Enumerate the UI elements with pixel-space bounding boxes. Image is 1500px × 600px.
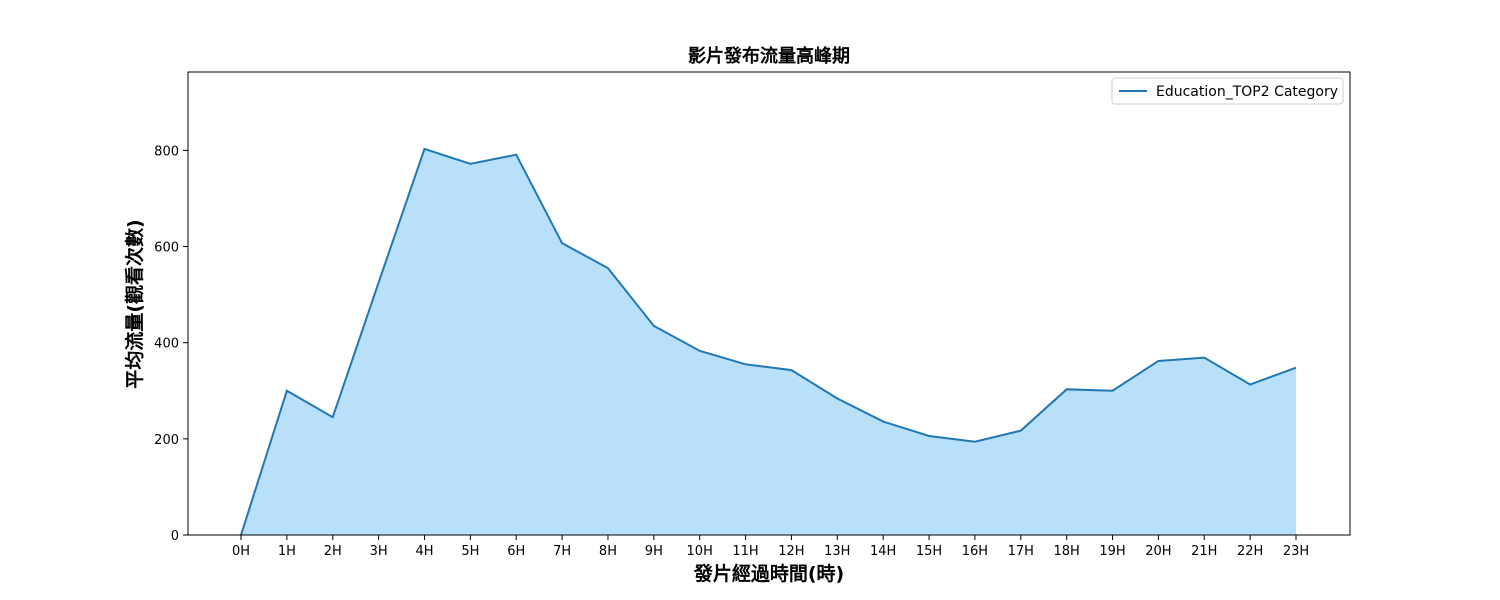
x-tick-label: 6H — [507, 544, 525, 559]
x-tick-label: 5H — [461, 544, 479, 559]
data-point — [515, 154, 517, 156]
x-tick-label: 4H — [415, 544, 433, 559]
x-tick-label: 21H — [1191, 544, 1217, 559]
y-tick-label: 600 — [154, 241, 179, 256]
data-point — [423, 148, 425, 150]
legend-box — [1111, 77, 1344, 105]
y-tick-label: 400 — [154, 337, 179, 352]
data-point — [378, 282, 380, 284]
data-point — [882, 421, 884, 423]
data-point — [607, 267, 609, 269]
area-fill — [241, 148, 1297, 535]
data-point — [286, 390, 288, 392]
x-tick-label: 8H — [599, 544, 617, 559]
data-point — [653, 325, 655, 327]
y-tick-label: 800 — [154, 144, 179, 159]
x-tick-label: 7H — [553, 544, 571, 559]
x-tick-label: 15H — [916, 544, 942, 559]
data-point — [699, 350, 701, 352]
series-line — [240, 147, 1297, 536]
x-tick-label: 20H — [1145, 544, 1171, 559]
x-tick-label: 9H — [645, 544, 663, 559]
x-tick-label: 13H — [824, 544, 850, 559]
data-point — [1295, 367, 1297, 369]
x-tick-label: 19H — [1099, 544, 1125, 559]
legend-series-label: Education_TOP2 Category — [1156, 84, 1338, 100]
x-tick-label: 22H — [1237, 544, 1263, 559]
data-point — [1020, 430, 1022, 432]
data-point — [836, 397, 838, 399]
x-tick-label: 14H — [870, 544, 896, 559]
data-point — [1249, 384, 1251, 386]
x-tick-label: 16H — [962, 544, 988, 559]
chart-title: 影片發布流量高峰期 — [688, 45, 850, 67]
x-tick-label: 2H — [324, 544, 342, 559]
y-tick-label: 200 — [154, 433, 179, 448]
data-point — [1203, 357, 1205, 359]
data-point — [745, 363, 747, 365]
x-tick-label: 10H — [687, 544, 713, 559]
data-point — [1112, 390, 1114, 392]
data-point — [790, 369, 792, 371]
legend: Education_TOP2 Category — [1111, 77, 1344, 105]
x-tick-label: 0H — [232, 544, 250, 559]
x-tick-label: 23H — [1283, 544, 1309, 559]
data-point — [1066, 388, 1068, 390]
data-point — [332, 416, 334, 418]
x-tick-label: 11H — [732, 544, 758, 559]
x-tick-label: 12H — [778, 544, 804, 559]
y-tick-label: 0 — [171, 529, 179, 544]
x-tick-label: 3H — [370, 544, 388, 559]
y-axis-label: 平均流量(觀看次數) — [123, 219, 146, 388]
data-point — [928, 435, 930, 437]
x-tick-label: 1H — [278, 544, 296, 559]
data-point — [974, 441, 976, 443]
plot-frame — [187, 71, 1351, 536]
data-point — [561, 242, 563, 244]
x-tick-label: 17H — [1008, 544, 1034, 559]
data-point — [469, 163, 471, 165]
x-axis-label: 發片經過時間(時) — [693, 562, 844, 585]
x-tick-label: 18H — [1053, 544, 1079, 559]
data-point — [1157, 360, 1159, 362]
